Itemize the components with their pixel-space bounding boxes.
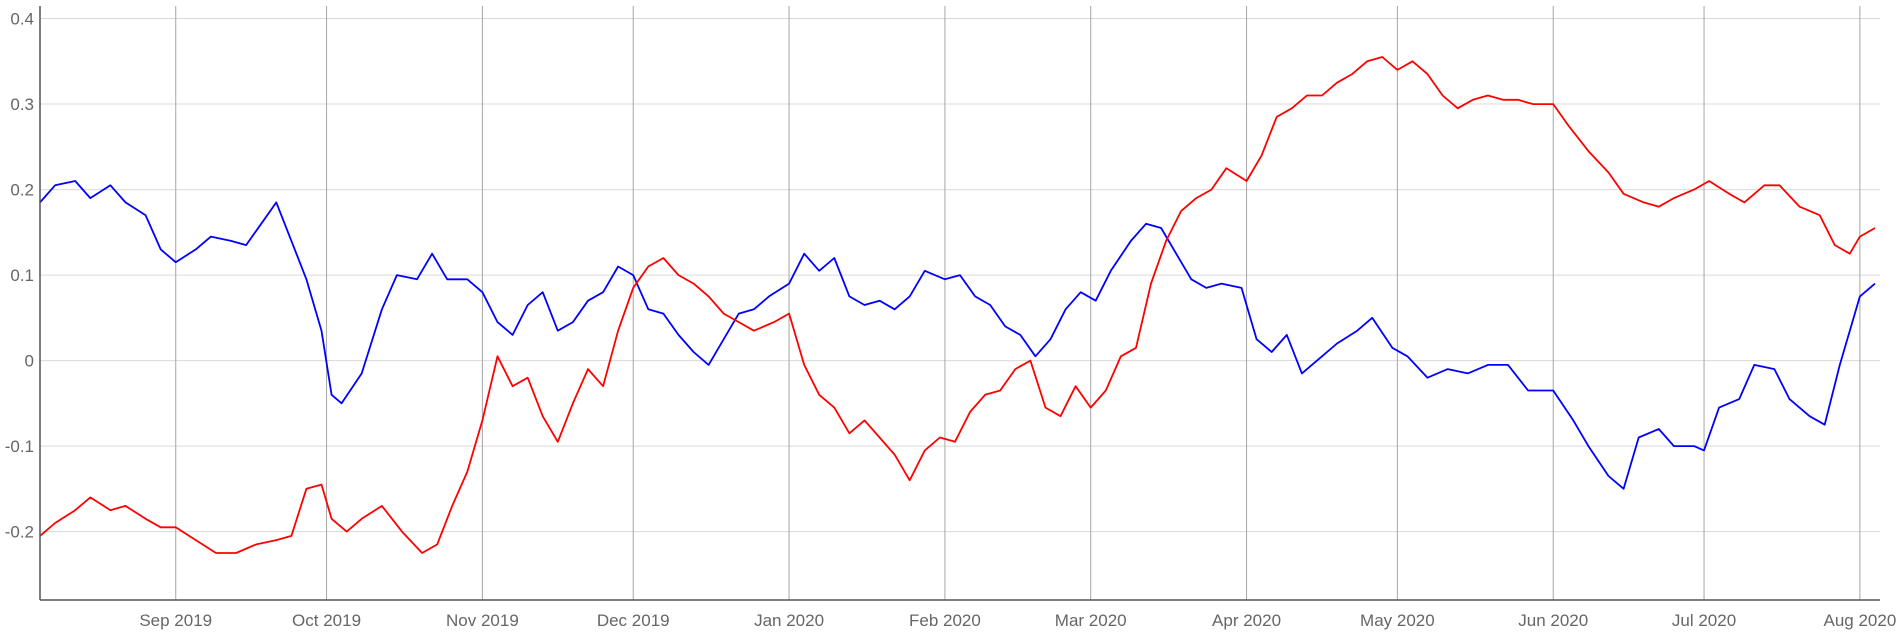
vertical-gridlines bbox=[175, 6, 1861, 600]
y-axis-tick-labels: 0.4 0.3 0.2 0.1 0 -0.1 -0.2 bbox=[5, 10, 34, 542]
x-tick-label: Jan 2020 bbox=[754, 611, 824, 630]
x-tick-label: Mar 2020 bbox=[1055, 611, 1127, 630]
series-lines bbox=[39, 56, 1876, 554]
y-tick-label: 0.3 bbox=[10, 95, 34, 114]
x-axis-tick-labels: Sep 2019 Oct 2019 Nov 2019 Dec 2019 Jan 2020… bbox=[139, 611, 1896, 630]
x-tick-label: Feb 2020 bbox=[909, 611, 981, 630]
series-line-1 bbox=[39, 180, 1876, 490]
y-tick-label: -0.1 bbox=[5, 437, 34, 456]
y-tick-label: 0.4 bbox=[10, 10, 34, 29]
x-tick-label: Oct 2019 bbox=[292, 611, 361, 630]
y-tick-label: -0.2 bbox=[5, 523, 34, 542]
x-tick-label: Apr 2020 bbox=[1212, 611, 1281, 630]
x-tick-label: Aug 2020 bbox=[1823, 611, 1896, 630]
x-tick-label: May 2020 bbox=[1360, 611, 1435, 630]
x-tick-label: Jul 2020 bbox=[1672, 611, 1736, 630]
y-tick-label: 0.1 bbox=[10, 266, 34, 285]
y-tick-label: 0.2 bbox=[10, 181, 34, 200]
x-tick-label: Nov 2019 bbox=[446, 611, 519, 630]
series-line-2 bbox=[39, 56, 1876, 554]
x-tick-label: Sep 2019 bbox=[139, 611, 212, 630]
x-tick-label: Jun 2020 bbox=[1518, 611, 1588, 630]
x-tick-label: Dec 2019 bbox=[597, 611, 670, 630]
y-tick-label: 0 bbox=[25, 352, 34, 371]
